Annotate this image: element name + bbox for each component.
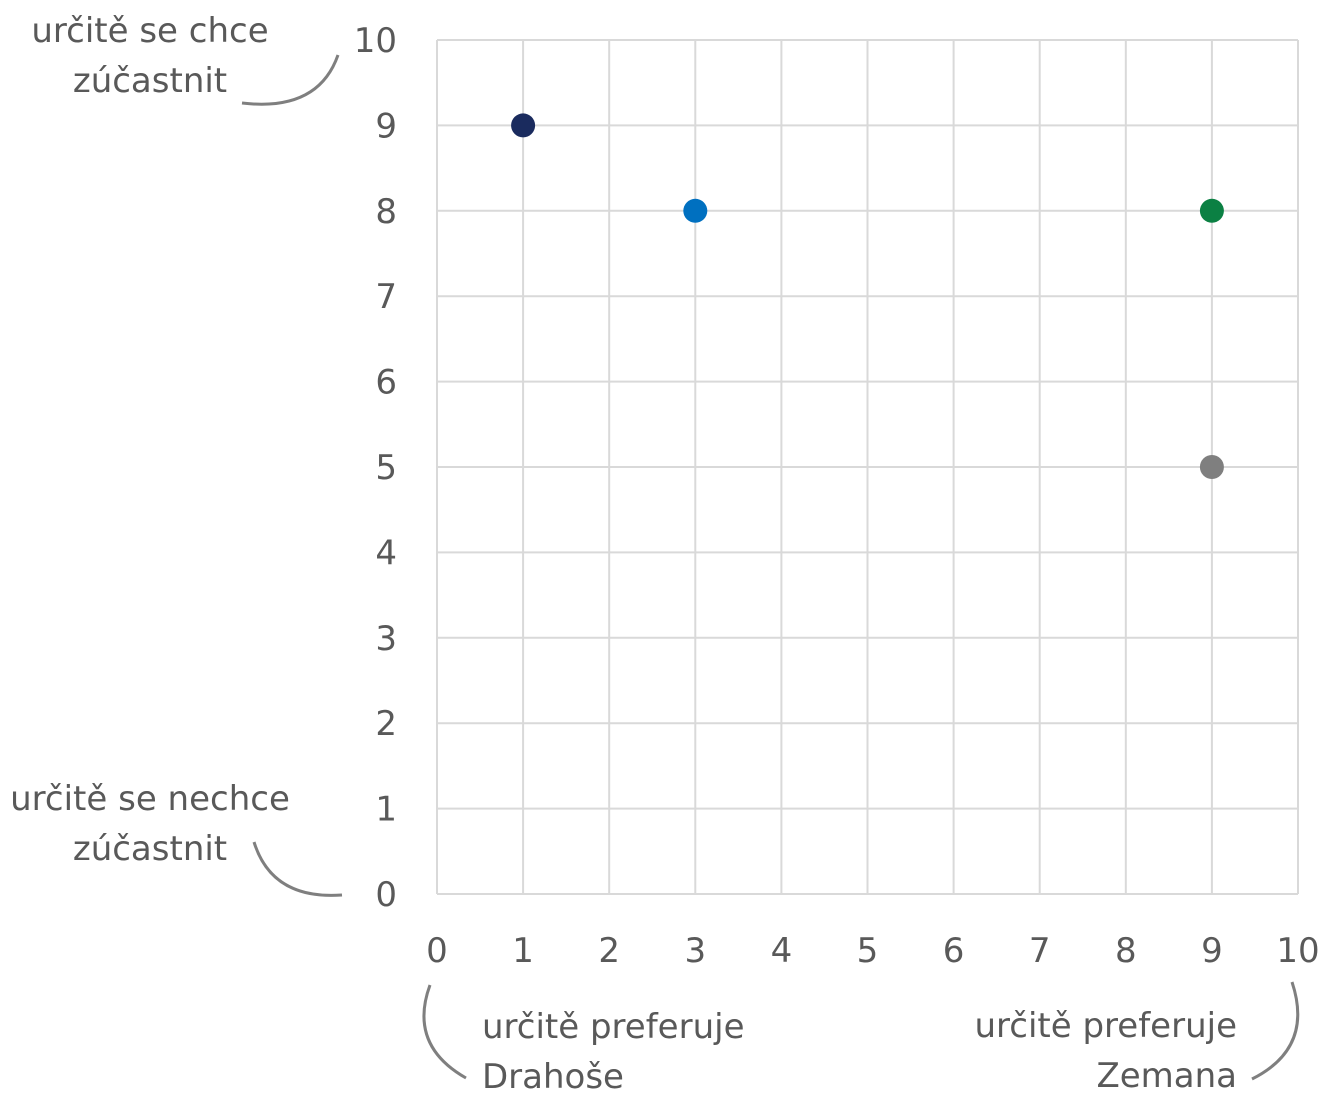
data-points bbox=[511, 113, 1224, 479]
x-tick-label: 8 bbox=[1115, 931, 1137, 971]
data-point bbox=[1199, 198, 1224, 223]
x-tick-label: 3 bbox=[684, 931, 706, 971]
y-bottom-annotation-line2: zúčastnit bbox=[73, 829, 227, 869]
x-tick-label: 6 bbox=[943, 931, 965, 971]
x-right-annotation-line1: určitě preferuje bbox=[975, 1006, 1238, 1046]
y-tick-label: 4 bbox=[375, 533, 397, 573]
x-tick-label: 1 bbox=[512, 931, 534, 971]
y-bottom-bracket bbox=[252, 841, 343, 897]
x-tick-label: 7 bbox=[1029, 931, 1051, 971]
y-tick-label: 2 bbox=[375, 704, 397, 744]
x-tick-label: 5 bbox=[857, 931, 879, 971]
y-tick-label: 7 bbox=[375, 277, 397, 317]
data-point bbox=[683, 198, 708, 223]
x-left-annotation-line1: určitě preferuje bbox=[482, 1007, 745, 1047]
x-right-annotation-line2: Zemana bbox=[1096, 1056, 1237, 1094]
x-tick-label: 10 bbox=[1276, 931, 1319, 971]
y-top-annotation-line1: určitě se chce bbox=[31, 11, 268, 51]
data-point bbox=[1199, 455, 1224, 479]
y-tick-label: 8 bbox=[375, 192, 397, 232]
x-tick-label: 4 bbox=[771, 931, 793, 971]
y-tick-label: 3 bbox=[375, 619, 397, 659]
x-axis-ticks: 0 1 2 3 4 5 6 7 8 9 10 bbox=[426, 931, 1319, 971]
x-left-annotation-line2: Drahoše bbox=[482, 1057, 624, 1094]
y-tick-label: 9 bbox=[375, 106, 397, 146]
x-tick-label: 0 bbox=[426, 931, 448, 971]
y-tick-label: 6 bbox=[375, 363, 397, 403]
x-right-bracket bbox=[1251, 981, 1300, 1081]
y-tick-label: 1 bbox=[375, 790, 397, 830]
y-top-bracket bbox=[241, 54, 340, 106]
grid bbox=[436, 39, 1299, 895]
x-tick-label: 9 bbox=[1201, 931, 1223, 971]
y-bottom-annotation-line1: určitě se nechce bbox=[10, 779, 290, 819]
y-tick-label: 0 bbox=[375, 875, 397, 915]
y-tick-label: 5 bbox=[375, 448, 397, 488]
data-point bbox=[511, 113, 536, 138]
y-top-annotation-line2: zúčastnit bbox=[73, 61, 227, 101]
y-axis-ticks: 0 1 2 3 4 5 6 7 8 9 10 bbox=[354, 21, 397, 915]
x-left-bracket bbox=[422, 984, 467, 1080]
x-tick-label: 2 bbox=[598, 931, 620, 971]
y-tick-label: 10 bbox=[354, 21, 397, 61]
